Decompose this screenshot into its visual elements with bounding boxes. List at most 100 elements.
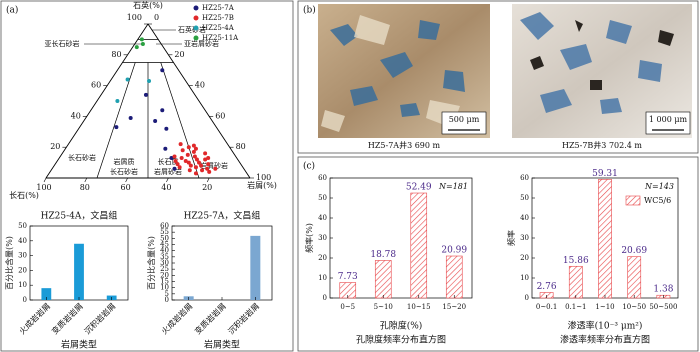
y-tick-label: 10 xyxy=(160,284,169,292)
bar xyxy=(568,265,583,299)
y-tick-label: 30 xyxy=(18,252,27,260)
data-point xyxy=(175,162,180,167)
field-label: 长石砂岩 xyxy=(68,153,96,162)
tick-label: 100 xyxy=(36,183,51,192)
field-label: 岩屑砂岩 xyxy=(200,161,228,170)
field-boundary xyxy=(96,62,136,179)
bar xyxy=(74,243,84,300)
tick-mark xyxy=(206,177,210,183)
x-tick-label: 变质岩岩屑 xyxy=(192,301,227,336)
x-axis-label: 岩屑类型 xyxy=(204,339,240,351)
y-axis-label: 频率(%) xyxy=(304,223,314,253)
legend-swatch xyxy=(193,35,199,41)
x-tick-label: 沉积岩岩屑 xyxy=(82,301,117,336)
x-tick-label: 15~20 xyxy=(442,303,466,311)
bar xyxy=(410,192,428,299)
y-tick-label: 20 xyxy=(520,254,529,262)
data-point xyxy=(206,162,211,167)
tick-label: 80 xyxy=(111,50,121,59)
legend-label: HZ25-4A xyxy=(202,24,235,32)
data-point xyxy=(193,165,198,170)
data-point xyxy=(197,160,201,165)
tick-label: 60 xyxy=(91,81,101,90)
value-label: 59.31 xyxy=(592,169,618,179)
data-point xyxy=(183,159,188,164)
data-point xyxy=(185,152,190,157)
y-axis-label: 频率 xyxy=(506,230,516,246)
data-point xyxy=(191,149,196,154)
data-point xyxy=(140,42,145,47)
y-tick-label: 0 xyxy=(23,296,27,304)
field-label: 长石砂岩 xyxy=(110,167,138,176)
panel-b-frame xyxy=(297,0,699,154)
data-point xyxy=(164,126,169,131)
y-tick-label: 50 xyxy=(520,194,529,202)
panel-label: (a) xyxy=(6,5,18,16)
legend-label: HZ25-7B xyxy=(202,14,234,22)
data-point xyxy=(160,108,165,113)
x-axis-label: 岩屑类型 xyxy=(61,339,97,351)
y-tick-label: 40 xyxy=(520,214,529,222)
y-tick-label: 15 xyxy=(160,278,169,286)
bar xyxy=(598,179,612,299)
y-tick-label: 0 xyxy=(165,296,169,304)
x-axis-label: 渗透率(10⁻³ μm²) xyxy=(568,320,643,332)
data-point xyxy=(200,168,205,173)
data-point xyxy=(115,99,120,103)
data-point xyxy=(169,155,174,160)
photo: 1 000 μm xyxy=(512,4,692,138)
tick-label: 100 xyxy=(256,173,271,182)
panel-label: (b) xyxy=(303,5,316,16)
value-label: 15.86 xyxy=(563,256,589,266)
y-tick-label: 20 xyxy=(18,266,27,274)
panel-c-frame xyxy=(297,156,699,352)
x-tick-label: 变质岩岩屑 xyxy=(49,301,84,336)
x-tick-label: 0.1~1 xyxy=(565,303,586,311)
field-boundary xyxy=(160,62,200,179)
value-label: 20.69 xyxy=(621,246,647,256)
x-axis-label: 孔隙度(%) xyxy=(380,320,423,332)
data-point xyxy=(143,92,148,97)
data-point xyxy=(187,168,192,173)
data-point xyxy=(178,142,183,147)
bar xyxy=(627,256,642,299)
y-tick-label: 55 xyxy=(160,228,169,236)
data-point xyxy=(134,45,139,50)
value-label: 2.76 xyxy=(537,282,557,292)
y-tick-label: 5 xyxy=(165,290,169,298)
data-point xyxy=(192,154,197,159)
tick-label: 20 xyxy=(50,142,60,151)
data-point xyxy=(194,157,199,162)
bar xyxy=(374,260,392,299)
data-point xyxy=(179,155,184,160)
tick-label: 40 xyxy=(195,81,205,90)
data-point xyxy=(180,148,185,153)
tick-label: 80 xyxy=(80,183,90,192)
chart-title: 孔隙度频率分布直方图 xyxy=(356,334,446,346)
data-point xyxy=(193,171,198,176)
tick-label: 60 xyxy=(215,111,225,120)
legend-swatch xyxy=(625,195,641,206)
scale-bar-label: 1 000 μm xyxy=(649,115,688,124)
y-tick-label: 10 xyxy=(520,274,529,282)
data-point xyxy=(147,78,152,83)
y-tick-label: 25 xyxy=(160,265,169,273)
y-tick-label: 10 xyxy=(318,274,327,282)
photo-caption: HZ5-7B井3 702.4 m xyxy=(562,140,642,150)
tick-label: 80 xyxy=(236,142,246,151)
value-label: 7.73 xyxy=(338,272,358,282)
data-point xyxy=(205,166,210,171)
x-tick-label: 0~0.1 xyxy=(536,303,557,311)
photo-caption: HZ5-7A井3 690 m xyxy=(368,140,441,150)
data-point xyxy=(199,163,204,168)
axis-label: 长石(%) xyxy=(9,190,39,200)
y-tick-label: 50 xyxy=(160,234,169,242)
legend-label: HZ25-11A xyxy=(202,34,239,42)
tick-mark xyxy=(125,177,128,183)
annotation: N=181 xyxy=(438,182,468,191)
data-point xyxy=(191,143,196,148)
data-point xyxy=(203,157,208,162)
y-tick-label: 50 xyxy=(18,222,27,230)
